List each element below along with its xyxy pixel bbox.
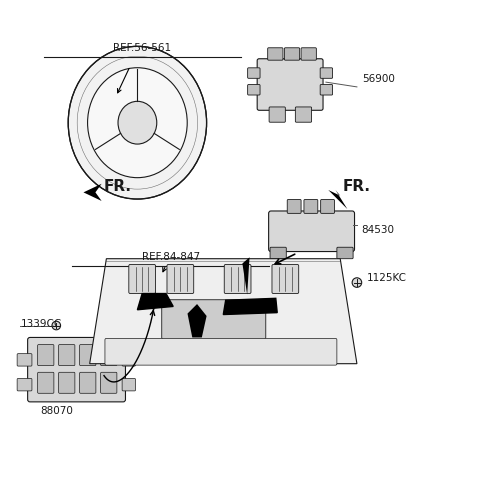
Text: 1125KC: 1125KC: [366, 272, 407, 283]
FancyBboxPatch shape: [321, 199, 335, 213]
FancyBboxPatch shape: [248, 85, 260, 95]
FancyBboxPatch shape: [272, 264, 299, 293]
FancyBboxPatch shape: [122, 354, 135, 366]
FancyBboxPatch shape: [101, 372, 117, 393]
FancyBboxPatch shape: [304, 199, 318, 213]
FancyBboxPatch shape: [17, 378, 32, 391]
FancyBboxPatch shape: [162, 300, 266, 339]
Text: 1339CC: 1339CC: [21, 319, 62, 329]
FancyBboxPatch shape: [59, 345, 75, 365]
Text: 56900: 56900: [362, 74, 395, 84]
FancyBboxPatch shape: [28, 337, 125, 402]
Ellipse shape: [87, 68, 187, 178]
FancyBboxPatch shape: [295, 107, 312, 122]
Ellipse shape: [52, 321, 60, 330]
FancyBboxPatch shape: [129, 264, 156, 293]
Ellipse shape: [118, 101, 157, 144]
Polygon shape: [137, 293, 173, 310]
FancyBboxPatch shape: [37, 345, 54, 365]
FancyBboxPatch shape: [268, 48, 283, 60]
FancyBboxPatch shape: [269, 211, 355, 252]
Text: FR.: FR.: [104, 179, 132, 194]
Polygon shape: [188, 304, 206, 337]
Polygon shape: [90, 259, 357, 363]
FancyBboxPatch shape: [287, 199, 301, 213]
Text: 88070: 88070: [40, 406, 72, 416]
FancyBboxPatch shape: [105, 338, 337, 365]
Text: REF.56-561: REF.56-561: [113, 44, 171, 54]
FancyBboxPatch shape: [269, 107, 285, 122]
Polygon shape: [223, 298, 277, 315]
FancyBboxPatch shape: [224, 264, 251, 293]
FancyBboxPatch shape: [301, 48, 316, 60]
FancyBboxPatch shape: [80, 372, 96, 393]
Text: FR.: FR.: [343, 179, 371, 194]
Polygon shape: [84, 184, 102, 201]
FancyBboxPatch shape: [80, 345, 96, 365]
Polygon shape: [328, 190, 348, 209]
Ellipse shape: [352, 278, 362, 287]
FancyBboxPatch shape: [167, 264, 194, 293]
Text: 84530: 84530: [362, 225, 395, 235]
FancyBboxPatch shape: [17, 354, 32, 366]
Ellipse shape: [68, 46, 206, 199]
FancyBboxPatch shape: [270, 247, 286, 259]
FancyBboxPatch shape: [122, 378, 135, 391]
FancyBboxPatch shape: [257, 59, 323, 110]
FancyBboxPatch shape: [337, 247, 353, 259]
Polygon shape: [242, 257, 250, 294]
Text: REF.84-847: REF.84-847: [142, 252, 200, 262]
FancyBboxPatch shape: [59, 372, 75, 393]
FancyBboxPatch shape: [284, 48, 300, 60]
FancyBboxPatch shape: [101, 345, 117, 365]
FancyBboxPatch shape: [37, 372, 54, 393]
FancyBboxPatch shape: [248, 68, 260, 78]
FancyBboxPatch shape: [320, 68, 333, 78]
FancyBboxPatch shape: [320, 85, 333, 95]
